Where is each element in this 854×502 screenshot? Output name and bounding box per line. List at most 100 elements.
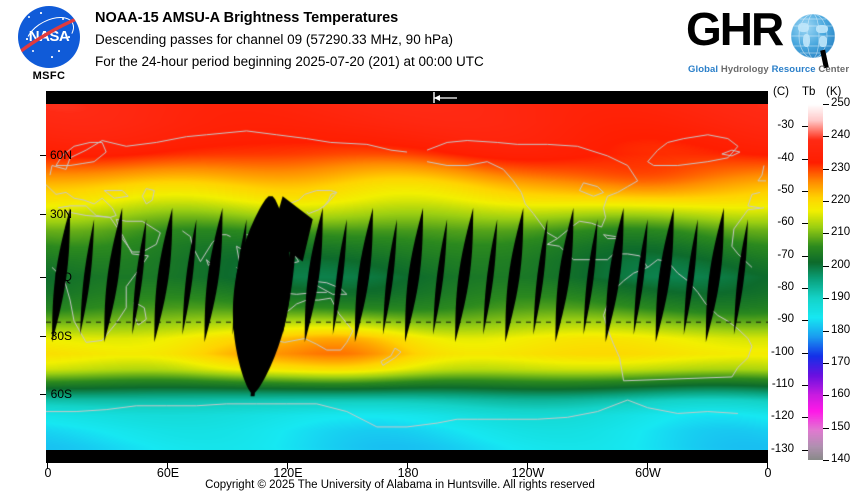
lon-label-120e: 120E (273, 466, 303, 480)
colorbar-tick-k-190 (823, 298, 829, 300)
map-plot (46, 91, 768, 463)
colorbar-tick-k-200 (823, 265, 829, 267)
colorbar-label-c-50: -50 (777, 183, 794, 196)
colorbar-label-k-250: 250 (831, 97, 851, 109)
lat-tick-60n (40, 155, 46, 156)
colorbar-tick-c-50 (802, 190, 808, 192)
lon-tick-0b (767, 463, 768, 469)
page-title: NOAA-15 AMSU-A Brightness Temperatures (95, 10, 399, 26)
lon-tick-60w (647, 463, 648, 469)
lat-label-30n: 30N (49, 207, 72, 221)
title-block: NOAA-15 AMSU-A Brightness Temperatures D… (95, 8, 484, 73)
colorbar-label-k-230: 230 (831, 161, 851, 174)
lon-label-0a: 0 (44, 466, 52, 480)
lat-label-60n: 60N (49, 148, 72, 162)
lat-tick-eq (40, 277, 46, 278)
colorbar-tick-k-210 (823, 233, 829, 235)
map-top-border (46, 91, 768, 104)
lon-label-120w: 120W (511, 466, 545, 480)
colorbar-tick-c-30 (802, 126, 808, 128)
colorbar-label-c-100: -100 (770, 345, 794, 358)
colorbar-label-c-120: -120 (770, 410, 794, 423)
colorbar-tick-k-160 (823, 395, 829, 397)
nasa-stars (18, 6, 80, 68)
colorbar-label-k-240: 240 (831, 129, 851, 142)
nasa-logo: NASA MSFC (10, 4, 88, 88)
lat-label-60s: 60S (50, 387, 72, 401)
lat-tick-30s (40, 336, 46, 337)
colorbar-celsius-unit: (C) (773, 86, 789, 98)
colorbar-tick-k-230 (823, 168, 829, 170)
colorbar-tick-k-150 (823, 427, 829, 429)
colorbar-tick-k-180 (823, 330, 829, 332)
globe-gridlines (791, 14, 835, 58)
header: NASA MSFC NOAA-15 AMSU-A Brightness Temp… (0, 0, 854, 92)
colorbar-label-k-210: 210 (831, 226, 851, 239)
lon-tick-120e (287, 463, 288, 469)
colorbar-label-k-160: 160 (831, 388, 851, 401)
colorbar-label-k-140: 140 (831, 453, 851, 465)
lon-label-60w: 60W (635, 466, 661, 480)
colorbar-tick-k-140 (823, 460, 829, 461)
colorbar-tick-k-250 (823, 104, 829, 105)
colorbar-label-k-180: 180 (831, 323, 851, 336)
lon-label-180: 180 (397, 466, 419, 480)
lon-tick-120w (527, 463, 528, 469)
lon-tick-0a (47, 463, 48, 469)
colorbar-label-k-190: 190 (831, 291, 851, 304)
ghrc-subtitle: Global Hydrology Resource Center (688, 64, 849, 75)
nasa-swoosh-icon (18, 15, 80, 56)
colorbar-title: Tb (802, 86, 816, 98)
ghrc-word-hydrology: Hydrology (720, 64, 769, 75)
colorbar-kelvin-unit: (K) (826, 86, 842, 98)
nasa-center-label: MSFC (32, 70, 66, 82)
colorbar-label-c-80: -80 (777, 280, 794, 293)
ghrc-word-resource: Resource (771, 64, 816, 75)
lon-label-0b: 0 (764, 466, 772, 480)
brightness-temperature-heatmap (46, 104, 768, 450)
lon-tick-60e (167, 463, 168, 469)
colorbar-label-k-200: 200 (831, 258, 851, 271)
colorbar-label-k-170: 170 (831, 355, 851, 368)
channel-subtitle: Descending passes for channel 09 (57290.… (95, 32, 453, 47)
colorbar-label-c-90: -90 (777, 313, 794, 326)
period-subtitle: For the 24-hour period beginning 2025-07… (95, 54, 484, 69)
colorbar-label-k-220: 220 (831, 194, 851, 207)
ghrc-logo: GHR Global Hydrology (686, 3, 849, 80)
pass-start-marker-icon (433, 92, 457, 103)
colorbar-label-c-110: -110 (771, 378, 794, 391)
colorbar-tick-k-240 (823, 136, 829, 138)
colorbar-tick-k-220 (823, 201, 829, 203)
colorbar-label-c-70: -70 (777, 248, 794, 261)
colorbar-tick-c-70 (802, 255, 808, 257)
colorbar-tick-c-100 (802, 352, 808, 354)
colorbar-tick-c-130 (802, 449, 808, 451)
colorbar-tick-c-90 (802, 320, 808, 322)
nasa-meatball-icon: NASA (18, 6, 80, 68)
temperature-colorbar (808, 104, 823, 460)
colorbar-tick-c-120 (802, 417, 808, 419)
colorbar-label-c-60: -60 (777, 216, 794, 229)
colorbar-tick-c-40 (802, 158, 808, 160)
colorbar-tick-c-80 (802, 287, 808, 289)
colorbar-tick-k-170 (823, 362, 829, 364)
lon-tick-180 (407, 463, 408, 469)
ghrc-word-center: Center (818, 64, 850, 75)
ghrc-word-global: Global (688, 64, 719, 75)
lon-label-60e: 60E (156, 466, 180, 480)
lat-label-30s: 30S (50, 329, 72, 343)
lat-tick-60s (40, 394, 46, 395)
ghrc-wordmark: GHR (686, 3, 784, 55)
colorbar-tick-c-110 (802, 385, 808, 387)
map-bottom-border (46, 450, 768, 463)
nasa-wordmark: NASA (28, 28, 70, 45)
colorbar-tick-c-60 (802, 223, 808, 225)
lat-label-eq: EQ (54, 270, 72, 284)
copyright-notice: Copyright © 2025 The University of Alaba… (205, 479, 595, 491)
ghrc-globe-icon (791, 14, 835, 58)
lat-tick-30n (40, 214, 46, 215)
colorbar-label-c-130: -130 (770, 442, 794, 455)
colorbar-label-c-30: -30 (777, 119, 794, 132)
colorbar-label-k-150: 150 (831, 420, 851, 433)
colorbar-label-c-40: -40 (777, 151, 794, 164)
